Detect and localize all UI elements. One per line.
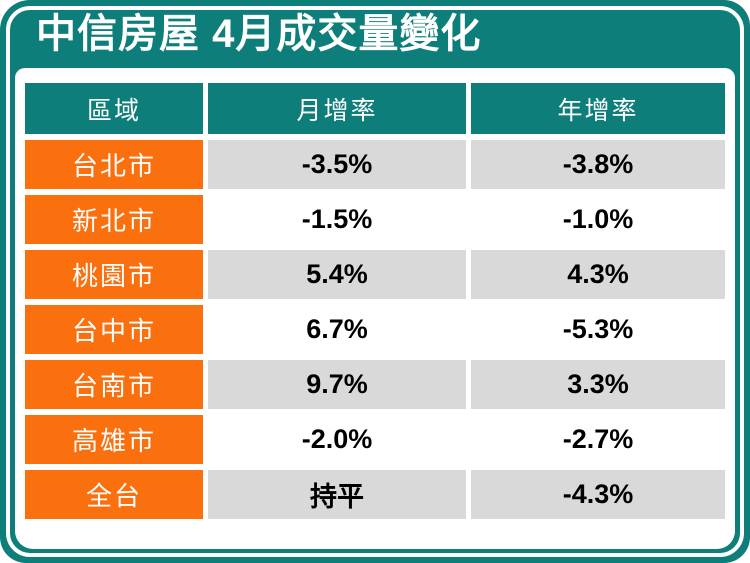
page-title: 中信房屋 4月成交量變化 — [36, 12, 482, 56]
month-change-cell: -1.5% — [208, 195, 466, 244]
region-cell: 台北市 — [25, 140, 203, 189]
column-header-2: 年增率 — [471, 83, 725, 134]
region-cell: 新北市 — [25, 195, 203, 244]
year-change-cell: -1.0% — [471, 195, 725, 244]
year-change-cell: 3.3% — [471, 360, 725, 409]
month-change-cell: 5.4% — [208, 250, 466, 299]
column-header-0: 區域 — [25, 83, 203, 134]
year-change-cell: -3.8% — [471, 140, 725, 189]
region-cell: 台南市 — [25, 360, 203, 409]
month-change-cell: 9.7% — [208, 360, 466, 409]
region-cell: 全台 — [25, 470, 203, 519]
region-cell: 桃園市 — [25, 250, 203, 299]
column-header-1: 月增率 — [208, 83, 466, 134]
month-change-cell: 6.7% — [208, 305, 466, 354]
year-change-cell: -2.7% — [471, 415, 725, 464]
region-cell: 高雄市 — [25, 415, 203, 464]
month-change-cell: -2.0% — [208, 415, 466, 464]
year-change-cell: 4.3% — [471, 250, 725, 299]
month-change-cell: 持平 — [208, 470, 466, 519]
volume-table: 區域 月增率 年增率台北市 -3.5% -3.8% 新北市 -1.5% -1.0% 桃園市 5.4… — [25, 83, 725, 519]
table-panel: 區域 月增率 年增率台北市 -3.5% -3.8% 新北市 -1.5% -1.0% 桃園市 5.4… — [15, 68, 735, 549]
month-change-cell: -3.5% — [208, 140, 466, 189]
region-cell: 台中市 — [25, 305, 203, 354]
year-change-cell: -4.3% — [471, 470, 725, 519]
year-change-cell: -5.3% — [471, 305, 725, 354]
